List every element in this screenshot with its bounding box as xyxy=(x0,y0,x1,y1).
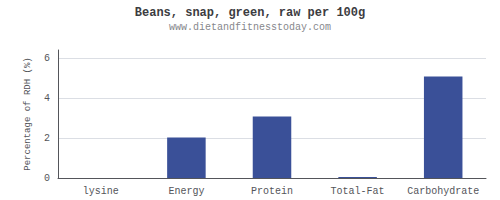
svg-text:Protein: Protein xyxy=(251,186,293,197)
svg-text:lysine: lysine xyxy=(83,186,119,197)
svg-text:www.dietandfitnesstoday.com: www.dietandfitnesstoday.com xyxy=(169,22,331,33)
svg-text:Energy: Energy xyxy=(168,186,204,197)
svg-text:2: 2 xyxy=(44,133,50,144)
svg-text:0: 0 xyxy=(44,173,50,184)
svg-text:Total-Fat: Total-Fat xyxy=(331,186,385,197)
svg-text:6: 6 xyxy=(44,53,50,64)
svg-text:Beans, snap, green, raw per 10: Beans, snap, green, raw per 100g xyxy=(135,6,365,20)
svg-text:Percentage of RDH (%): Percentage of RDH (%) xyxy=(23,57,33,170)
svg-text:4: 4 xyxy=(44,93,50,104)
svg-text:Carbohydrate: Carbohydrate xyxy=(407,186,479,197)
